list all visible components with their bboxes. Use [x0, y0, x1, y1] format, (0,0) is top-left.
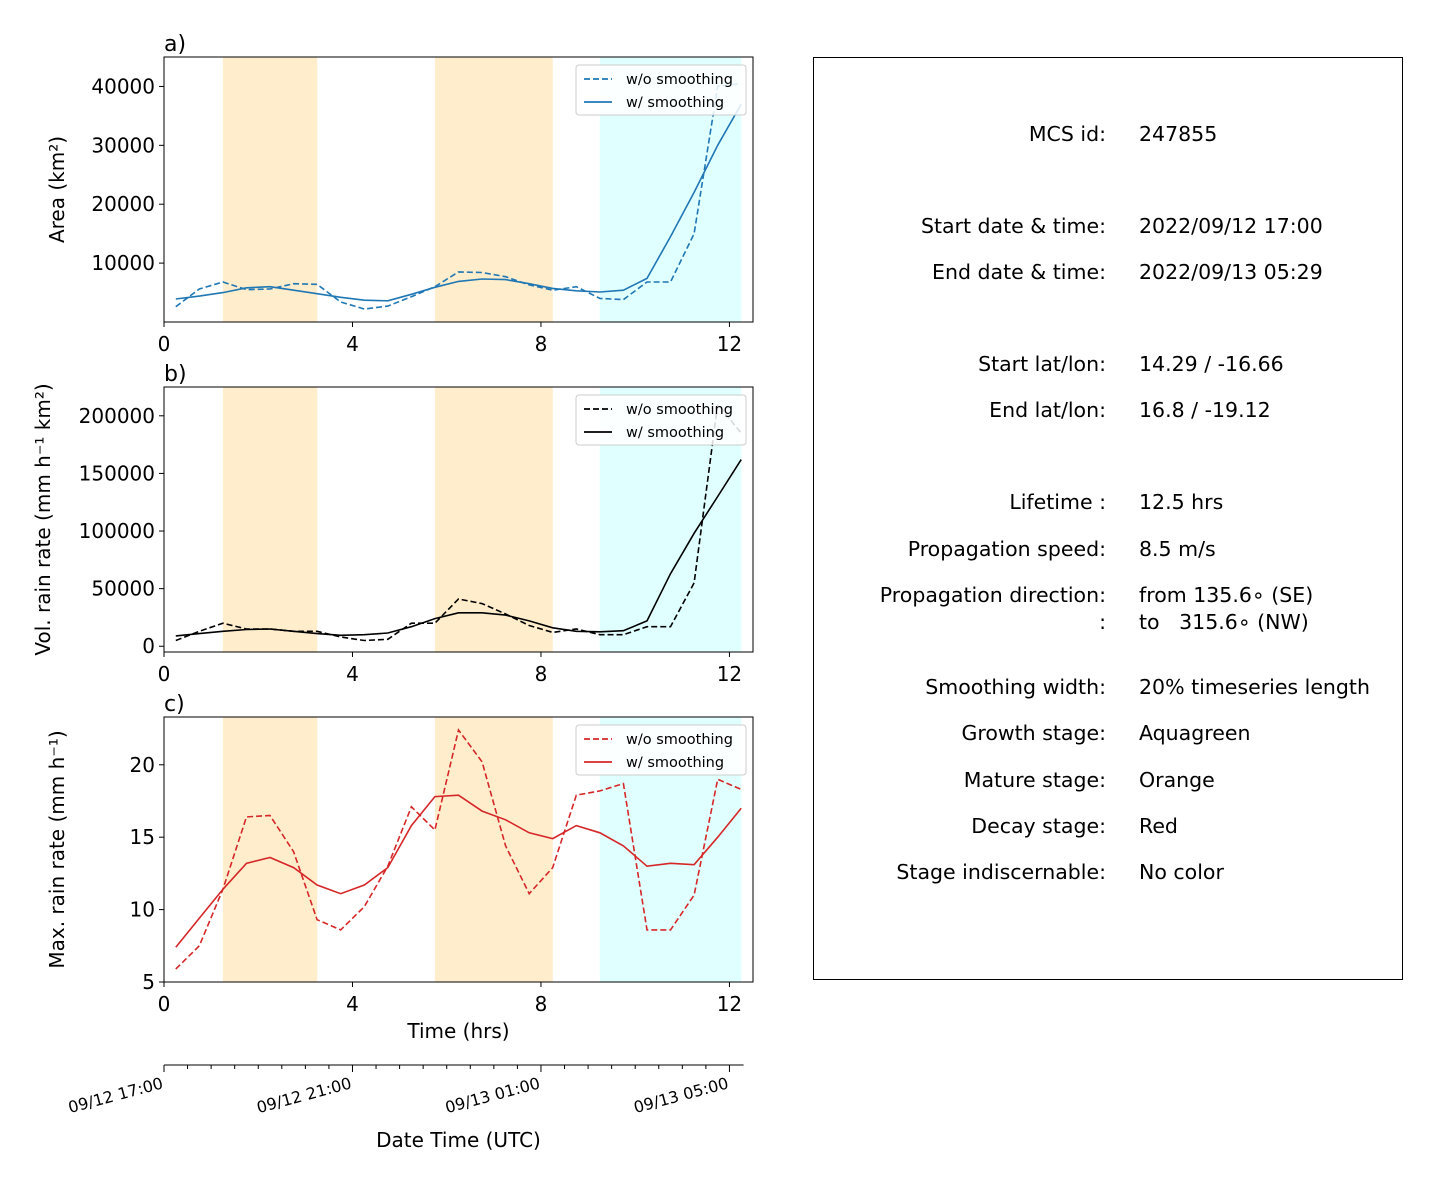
y-tick-label: 30000 — [91, 133, 155, 157]
x-axis-label: Time (hrs) — [406, 1019, 509, 1043]
legend-box — [575, 724, 747, 776]
x-tick-label: 4 — [346, 332, 359, 356]
info-value: from 135.6∘ (SE) — [1139, 583, 1314, 607]
legend-entry: w/o smoothing — [626, 732, 733, 748]
datetime-axis: 09/12 17:00 09/12 21:00 09/13 01:00 09/13 0… — [66, 1064, 744, 1152]
y-tick-label: 10 — [130, 898, 155, 922]
plot-frame — [163, 716, 754, 983]
info-label: Propagation speed: — [907, 537, 1106, 561]
y-tick-label: 10000 — [91, 251, 155, 275]
info-label: Decay stage: — [971, 814, 1106, 838]
y-tick-label: 50000 — [91, 577, 155, 601]
plot-frame — [163, 56, 754, 323]
series-with-smoothing-line — [175, 103, 742, 302]
legend: w/o smoothing w/ smoothing — [575, 394, 747, 446]
info-value: 8.5 m/s — [1139, 537, 1216, 561]
series-without-smoothing-line — [175, 402, 742, 642]
y-tick-label: 5 — [142, 970, 155, 994]
mature-stage-band — [222, 717, 318, 982]
y-tick-label: 40000 — [91, 74, 155, 98]
mature-stage-band — [434, 387, 553, 652]
info-value: Orange — [1139, 768, 1215, 792]
datetime-axis-label: Date Time (UTC) — [376, 1128, 541, 1152]
legend-entry: w/ smoothing — [626, 95, 724, 111]
panel-2: 0 4 8 12 0 50000 100000 150000 200000 b) Vol. rain… — [31, 362, 754, 686]
x-tick-label: 4 — [346, 992, 359, 1016]
info-value: 2022/09/13 05:29 — [1139, 260, 1323, 284]
y-tick-label: 20000 — [91, 192, 155, 216]
info-value: 12.5 hrs — [1139, 490, 1224, 514]
info-value: 14.29 / -16.66 — [1139, 352, 1284, 376]
info-label: Start lat/lon: — [978, 352, 1106, 376]
panel-3: 0 4 8 12 5 10 15 20 c) Max. rain rate (mm h⁻¹) Tim… — [45, 692, 754, 1043]
panel-label: b) — [164, 362, 187, 387]
x-tick-label: 0 — [158, 662, 171, 686]
y-axis-label: Area (km²) — [45, 136, 69, 243]
info-label: Start date & time: — [920, 214, 1106, 238]
info-value: to 315.6∘ (NW) — [1139, 610, 1309, 634]
panel-label: c) — [164, 692, 185, 717]
legend-box — [575, 394, 747, 446]
info-value: 247855 — [1139, 122, 1218, 146]
mature-stage-band — [434, 57, 553, 322]
info-label: Propagation direction: — [879, 583, 1106, 607]
info-label: Growth stage: — [961, 721, 1106, 745]
info-label: MCS id: — [1028, 122, 1106, 146]
mature-stage-band — [434, 717, 553, 982]
datetime-tick-label: 09/13 05:00 — [632, 1074, 731, 1118]
info-label: Mature stage: — [963, 768, 1106, 792]
x-tick-label: 8 — [535, 332, 548, 356]
mature-stage-band — [222, 387, 318, 652]
datetime-tick-label: 09/12 21:00 — [255, 1074, 354, 1118]
info-label: End date & time: — [932, 260, 1106, 284]
legend-entry: w/o smoothing — [626, 72, 733, 88]
info-label: : — [1099, 610, 1106, 634]
info-label: Stage indiscernable: — [896, 860, 1106, 884]
legend-box — [575, 64, 747, 116]
info-label: Smoothing width: — [925, 675, 1106, 699]
panel-1: 0 4 8 12 10000 20000 30000 40000 a) Area (km²) w/o… — [45, 32, 754, 356]
y-tick-label: 200000 — [79, 404, 155, 428]
info-value: 16.8 / -19.12 — [1139, 398, 1271, 422]
y-axis-label: Max. rain rate (mm h⁻¹) — [45, 730, 69, 968]
legend-entry: w/ smoothing — [626, 425, 724, 441]
legend: w/o smoothing w/ smoothing — [575, 64, 747, 116]
y-axis-label: Vol. rain rate (mm h⁻¹ km²) — [31, 383, 55, 655]
info-label: Lifetime : — [1009, 490, 1106, 514]
mature-stage-band — [222, 57, 318, 322]
datetime-tick-label: 09/12 17:00 — [66, 1074, 165, 1118]
y-tick-label: 20 — [130, 753, 155, 777]
y-tick-label: 0 — [142, 634, 155, 658]
x-tick-label: 12 — [717, 662, 742, 686]
x-tick-label: 12 — [717, 992, 742, 1016]
series-without-smoothing-line — [175, 82, 742, 310]
datetime-tick-label: 09/13 01:00 — [443, 1074, 542, 1118]
x-tick-label: 12 — [717, 332, 742, 356]
y-tick-label: 150000 — [79, 461, 155, 485]
info-value: 2022/09/12 17:00 — [1139, 214, 1323, 238]
info-value: 20% timeseries length — [1139, 675, 1370, 699]
x-tick-label: 8 — [535, 992, 548, 1016]
y-tick-label: 100000 — [79, 519, 155, 543]
legend: w/o smoothing w/ smoothing — [575, 724, 747, 776]
x-tick-label: 0 — [158, 332, 171, 356]
legend-entry: w/ smoothing — [626, 755, 724, 771]
info-value: Aquagreen — [1139, 721, 1251, 745]
series-with-smoothing-line — [175, 459, 742, 637]
panel-label: a) — [164, 32, 186, 57]
x-tick-label: 4 — [346, 662, 359, 686]
plot-frame — [163, 386, 754, 653]
mcs-info-panel: MCS id: 247855 Start date & time: 2022/09/1… — [813, 57, 1403, 980]
info-value: No color — [1139, 860, 1224, 884]
info-label: End lat/lon: — [989, 398, 1106, 422]
series-with-smoothing-line — [175, 794, 742, 948]
x-tick-label: 0 — [158, 992, 171, 1016]
series-without-smoothing-line — [175, 728, 742, 970]
x-tick-label: 8 — [535, 662, 548, 686]
legend-entry: w/o smoothing — [626, 402, 733, 418]
info-value: Red — [1139, 814, 1178, 838]
y-tick-label: 15 — [130, 825, 155, 849]
